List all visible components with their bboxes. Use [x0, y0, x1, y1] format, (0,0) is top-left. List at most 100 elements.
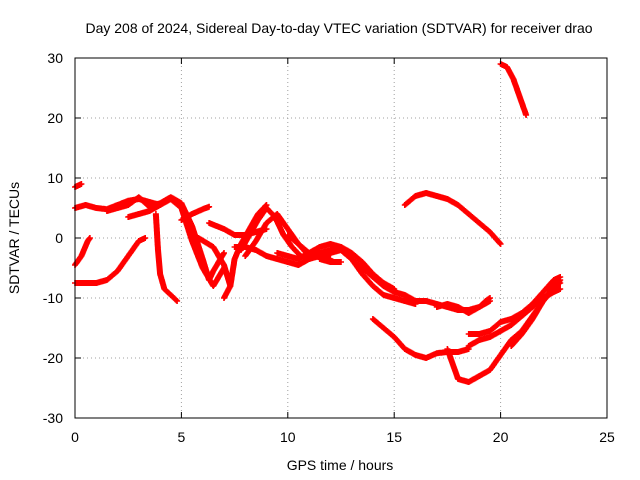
data-point: [435, 352, 438, 355]
data-point: [425, 192, 427, 194]
data-point: [467, 345, 470, 347]
y-tick-label: 0: [55, 230, 63, 246]
series-s1: [72, 181, 85, 190]
data-point: [138, 213, 140, 215]
grid: [75, 58, 607, 418]
data-point: [510, 345, 513, 347]
series-markers: [497, 61, 530, 118]
y-tick-label: -20: [43, 350, 63, 366]
data-point: [255, 231, 257, 233]
data-point: [257, 213, 259, 215]
data-point: [282, 234, 285, 236]
data-point: [489, 330, 491, 332]
data-point: [404, 294, 406, 296]
data-point: [180, 219, 183, 221]
data-point: [223, 228, 225, 230]
data-point: [127, 255, 129, 257]
series-s4: [72, 235, 149, 286]
data-point: [148, 210, 151, 212]
data-point: [127, 216, 129, 218]
data-point: [404, 348, 406, 350]
data-point: [478, 333, 481, 335]
data-point: [223, 252, 225, 254]
data-point: [255, 240, 257, 242]
data-point: [265, 255, 268, 257]
data-point: [510, 318, 513, 320]
data-point: [553, 291, 555, 293]
data-point: [223, 264, 225, 266]
data-point: [80, 255, 83, 257]
x-tick-label: 10: [280, 429, 296, 445]
data-point: [127, 200, 129, 202]
x-tick-label: 5: [178, 429, 186, 445]
data-point: [510, 339, 513, 341]
data-point: [116, 207, 119, 209]
data-point: [265, 222, 268, 224]
data-point: [144, 237, 147, 239]
series-s20: [401, 190, 504, 247]
data-point: [499, 330, 502, 332]
data-point: [229, 285, 232, 287]
data-point: [80, 183, 83, 185]
y-tick-label: 30: [47, 50, 63, 66]
series-markers: [401, 190, 504, 247]
data-point: [478, 375, 481, 377]
data-point: [467, 213, 470, 215]
series-s21: [433, 298, 493, 316]
series-s11: [221, 202, 270, 301]
data-point: [329, 261, 332, 263]
data-point: [257, 219, 259, 221]
data-point: [435, 306, 438, 308]
data-point: [393, 297, 396, 299]
data-point: [489, 369, 491, 371]
data-point: [446, 198, 449, 200]
data-point: [318, 246, 321, 248]
data-point: [559, 276, 561, 278]
data-point: [276, 252, 278, 254]
data-point: [329, 243, 332, 245]
data-point: [414, 195, 417, 197]
data-point: [467, 312, 470, 314]
series-markers: [72, 181, 85, 190]
data-point: [350, 252, 353, 254]
data-point: [84, 204, 87, 206]
data-point: [467, 381, 470, 383]
data-point: [255, 249, 257, 251]
data-point: [414, 354, 417, 356]
series-markers: [152, 211, 181, 304]
axis-ticks: [74, 57, 608, 419]
data-point: [106, 210, 108, 212]
data-point: [308, 252, 310, 254]
data-point: [361, 267, 364, 269]
data-point: [404, 300, 406, 302]
data-point: [191, 225, 193, 227]
data-point: [197, 237, 200, 239]
chart-title: Day 208 of 2024, Sidereal Day-to-day VTE…: [85, 20, 592, 36]
data-point: [89, 237, 91, 239]
data-point: [106, 279, 108, 281]
data-point: [499, 321, 502, 323]
data-point: [499, 354, 502, 356]
tick-labels: 0 5 10 15 20 25 -30 -20 -10 0 10 20 30: [43, 50, 615, 445]
data-point: [208, 222, 210, 224]
data-point: [276, 258, 278, 260]
y-tick-label: 20: [47, 110, 63, 126]
x-tick-label: 25: [599, 429, 615, 445]
data-point: [478, 306, 481, 308]
data-point: [499, 243, 502, 245]
data-point: [276, 213, 278, 215]
data-point: [340, 261, 342, 263]
data-point: [506, 66, 508, 68]
data-point: [287, 261, 289, 263]
series-s13: [238, 205, 313, 262]
data-point: [425, 357, 427, 359]
series-s7: [152, 211, 181, 304]
series-s8: [178, 203, 213, 223]
series-markers: [72, 235, 149, 286]
data-point: [148, 206, 151, 208]
data-point: [446, 348, 449, 350]
y-tick-label: -10: [43, 290, 63, 306]
data-point: [521, 315, 523, 317]
data-point: [457, 204, 459, 206]
